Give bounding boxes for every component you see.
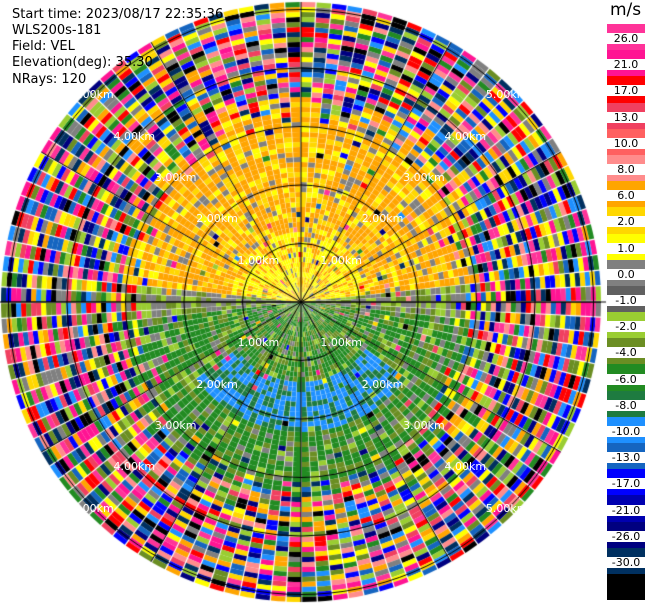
- range-ring-label: 2.00km: [361, 377, 404, 391]
- colorbar-tick-label: -2.0: [607, 321, 645, 333]
- colorbar-tick-label: -21.0: [607, 504, 645, 516]
- range-ring-label: 2.00km: [361, 212, 404, 226]
- colorbar-tick-label: -6.0: [607, 373, 645, 385]
- start-time-label: Start time: 2023/08/17 22:35:36: [12, 7, 224, 22]
- colorbar-tick-label: -17.0: [607, 478, 645, 490]
- colorbar: 26.0 21.0 17.0 13.0 10.0 8.0 6.0 2.0 1.0 0.0 -1.0 -…: [607, 24, 645, 601]
- range-ring-label: 4.00km: [113, 460, 156, 474]
- range-ring-label: 5.00km: [485, 501, 528, 515]
- colorbar-tick-label: 21.0: [607, 59, 645, 71]
- range-ring-label: 4.00km: [444, 129, 487, 143]
- range-ring-label: 3.00km: [403, 170, 445, 184]
- range-ring-label: 1.00km: [320, 336, 362, 350]
- colorbar-tick-label: 1.0: [607, 242, 645, 254]
- colorbar-tick-label: 8.0: [607, 164, 645, 175]
- colorbar-tick-label: 17.0: [607, 85, 645, 97]
- colorbar-tick-label: -10.0: [607, 426, 645, 437]
- range-ring-label: 1.00km: [320, 253, 362, 267]
- colorbar-tick-label: 2.0: [607, 216, 645, 228]
- range-ring-label: 2.00km: [196, 212, 238, 226]
- colorbar-tick-label: -4.0: [607, 347, 645, 359]
- range-ring-label: 5.00km: [485, 88, 528, 102]
- range-ring-label: 5.00km: [72, 88, 114, 102]
- range-ring-label: 3.00km: [403, 419, 445, 433]
- range-ring-label: 2.00km: [196, 377, 238, 391]
- colorbar-tick-label: -26.0: [607, 530, 645, 542]
- range-ring-label: 3.00km: [154, 419, 197, 433]
- colorbar-tick-label: 10.0: [607, 137, 645, 149]
- colorbar-tick-label: 6.0: [607, 190, 645, 202]
- range-ring-label: 1.00km: [237, 336, 280, 350]
- colorbar-tick-label: -1.0: [607, 295, 645, 306]
- instrument-label: WLS200s-181: [12, 23, 102, 38]
- field-label: Field: VEL: [12, 39, 75, 54]
- colorbar-unit: m/s: [610, 0, 642, 20]
- range-ring-label: 4.00km: [113, 129, 156, 143]
- colorbar-tick-label: 26.0: [607, 33, 645, 44]
- range-ring-label: 1.00km: [237, 253, 280, 267]
- range-ring-label: 4.00km: [444, 460, 487, 474]
- colorbar-swatch: [607, 573, 645, 601]
- colorbar-tick-label: 0.0: [607, 268, 645, 280]
- colorbar-tick-label: 13.0: [607, 111, 645, 123]
- colorbar-tick-label: -8.0: [607, 399, 645, 411]
- colorbar-tick-label: -30.0: [607, 557, 645, 568]
- nrays-label: NRays: 120: [12, 72, 87, 87]
- range-ring-label: 3.00km: [154, 170, 197, 184]
- colorbar-tick-label: -13.0: [607, 452, 645, 464]
- range-ring-label: 5.00km: [72, 501, 114, 515]
- elevation-label: Elevation(deg): 35.30: [12, 55, 153, 70]
